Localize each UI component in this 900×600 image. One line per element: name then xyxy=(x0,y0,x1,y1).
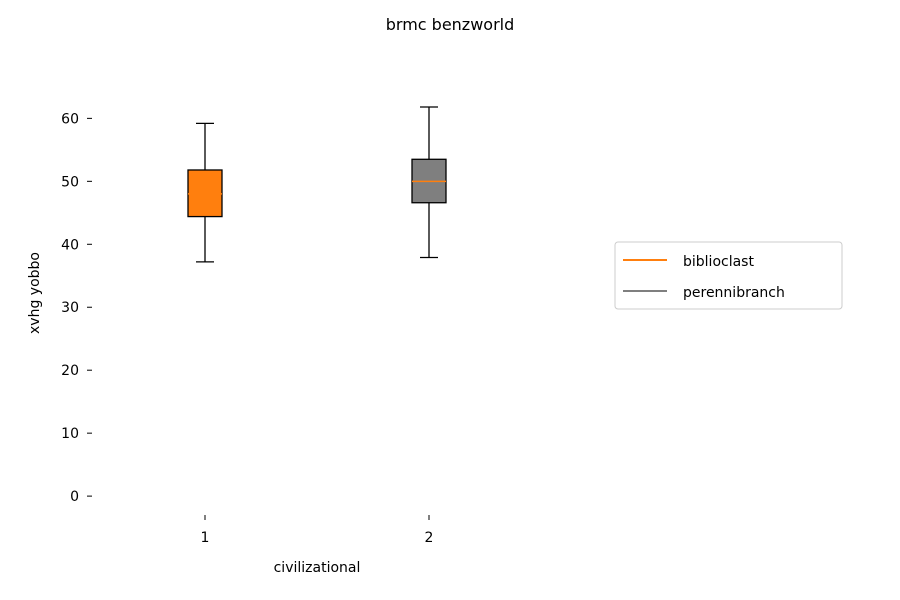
legend-label: biblioclast xyxy=(683,254,754,270)
y-tick-label: 30 xyxy=(61,300,79,316)
legend-frame xyxy=(614,241,843,310)
y-axis-label: xvhg yobbo xyxy=(27,252,43,334)
box-group xyxy=(411,106,447,259)
box-group xyxy=(187,122,223,263)
chart-title: brmc benzworld xyxy=(386,15,515,34)
legend-label: perennibranch xyxy=(683,285,785,301)
y-tick-label: 40 xyxy=(61,237,79,253)
x-tick-label: 1 xyxy=(201,530,210,546)
x-tick-label: 2 xyxy=(425,530,434,546)
y-tick-label: 0 xyxy=(70,489,79,505)
y-tick-label: 50 xyxy=(61,174,79,190)
box-series xyxy=(187,106,447,263)
y-axis: 0 10 20 30 40 50 60 xyxy=(61,111,92,505)
y-tick-label: 60 xyxy=(61,111,79,127)
legend: biblioclast perennibranch xyxy=(614,241,843,310)
y-tick-label: 10 xyxy=(61,426,79,442)
y-tick-label: 20 xyxy=(61,363,79,379)
x-axis-label: civilizational xyxy=(274,560,361,576)
